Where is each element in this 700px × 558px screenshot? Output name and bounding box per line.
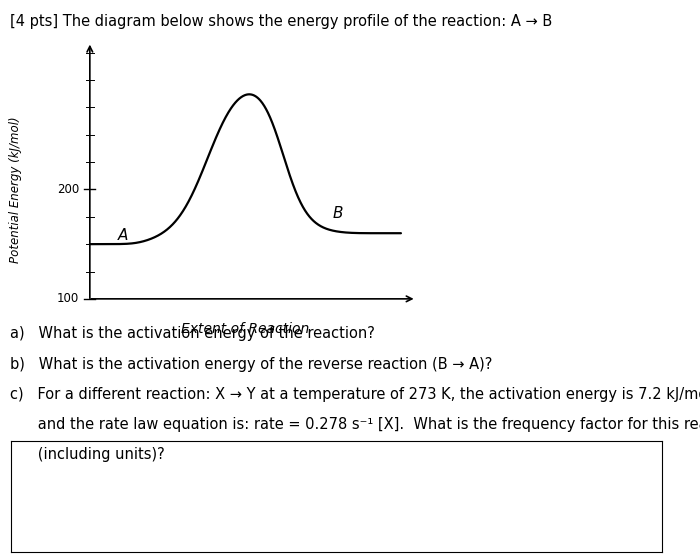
Text: b)   What is the activation energy of the reverse reaction (B → A)?: b) What is the activation energy of the …: [10, 357, 493, 372]
Text: Potential Energy (kJ/mol): Potential Energy (kJ/mol): [9, 117, 22, 263]
Text: B: B: [332, 206, 343, 221]
Text: c)   For a different reaction: X → Y at a temperature of 273 K, the activation e: c) For a different reaction: X → Y at a …: [10, 387, 700, 402]
Text: 200: 200: [57, 183, 79, 196]
Text: [4 pts] The diagram below shows the energy profile of the reaction: A → B: [4 pts] The diagram below shows the ener…: [10, 14, 553, 29]
Text: (including units)?: (including units)?: [10, 447, 165, 462]
Text: A: A: [118, 228, 128, 243]
Text: and the rate law equation is: rate = 0.278 s⁻¹ [X].  What is the frequency facto: and the rate law equation is: rate = 0.2…: [10, 417, 700, 432]
Text: 100: 100: [57, 292, 79, 305]
Text: Extent of Reaction: Extent of Reaction: [181, 323, 309, 336]
Text: a)   What is the activation energy of the reaction?: a) What is the activation energy of the …: [10, 326, 375, 341]
